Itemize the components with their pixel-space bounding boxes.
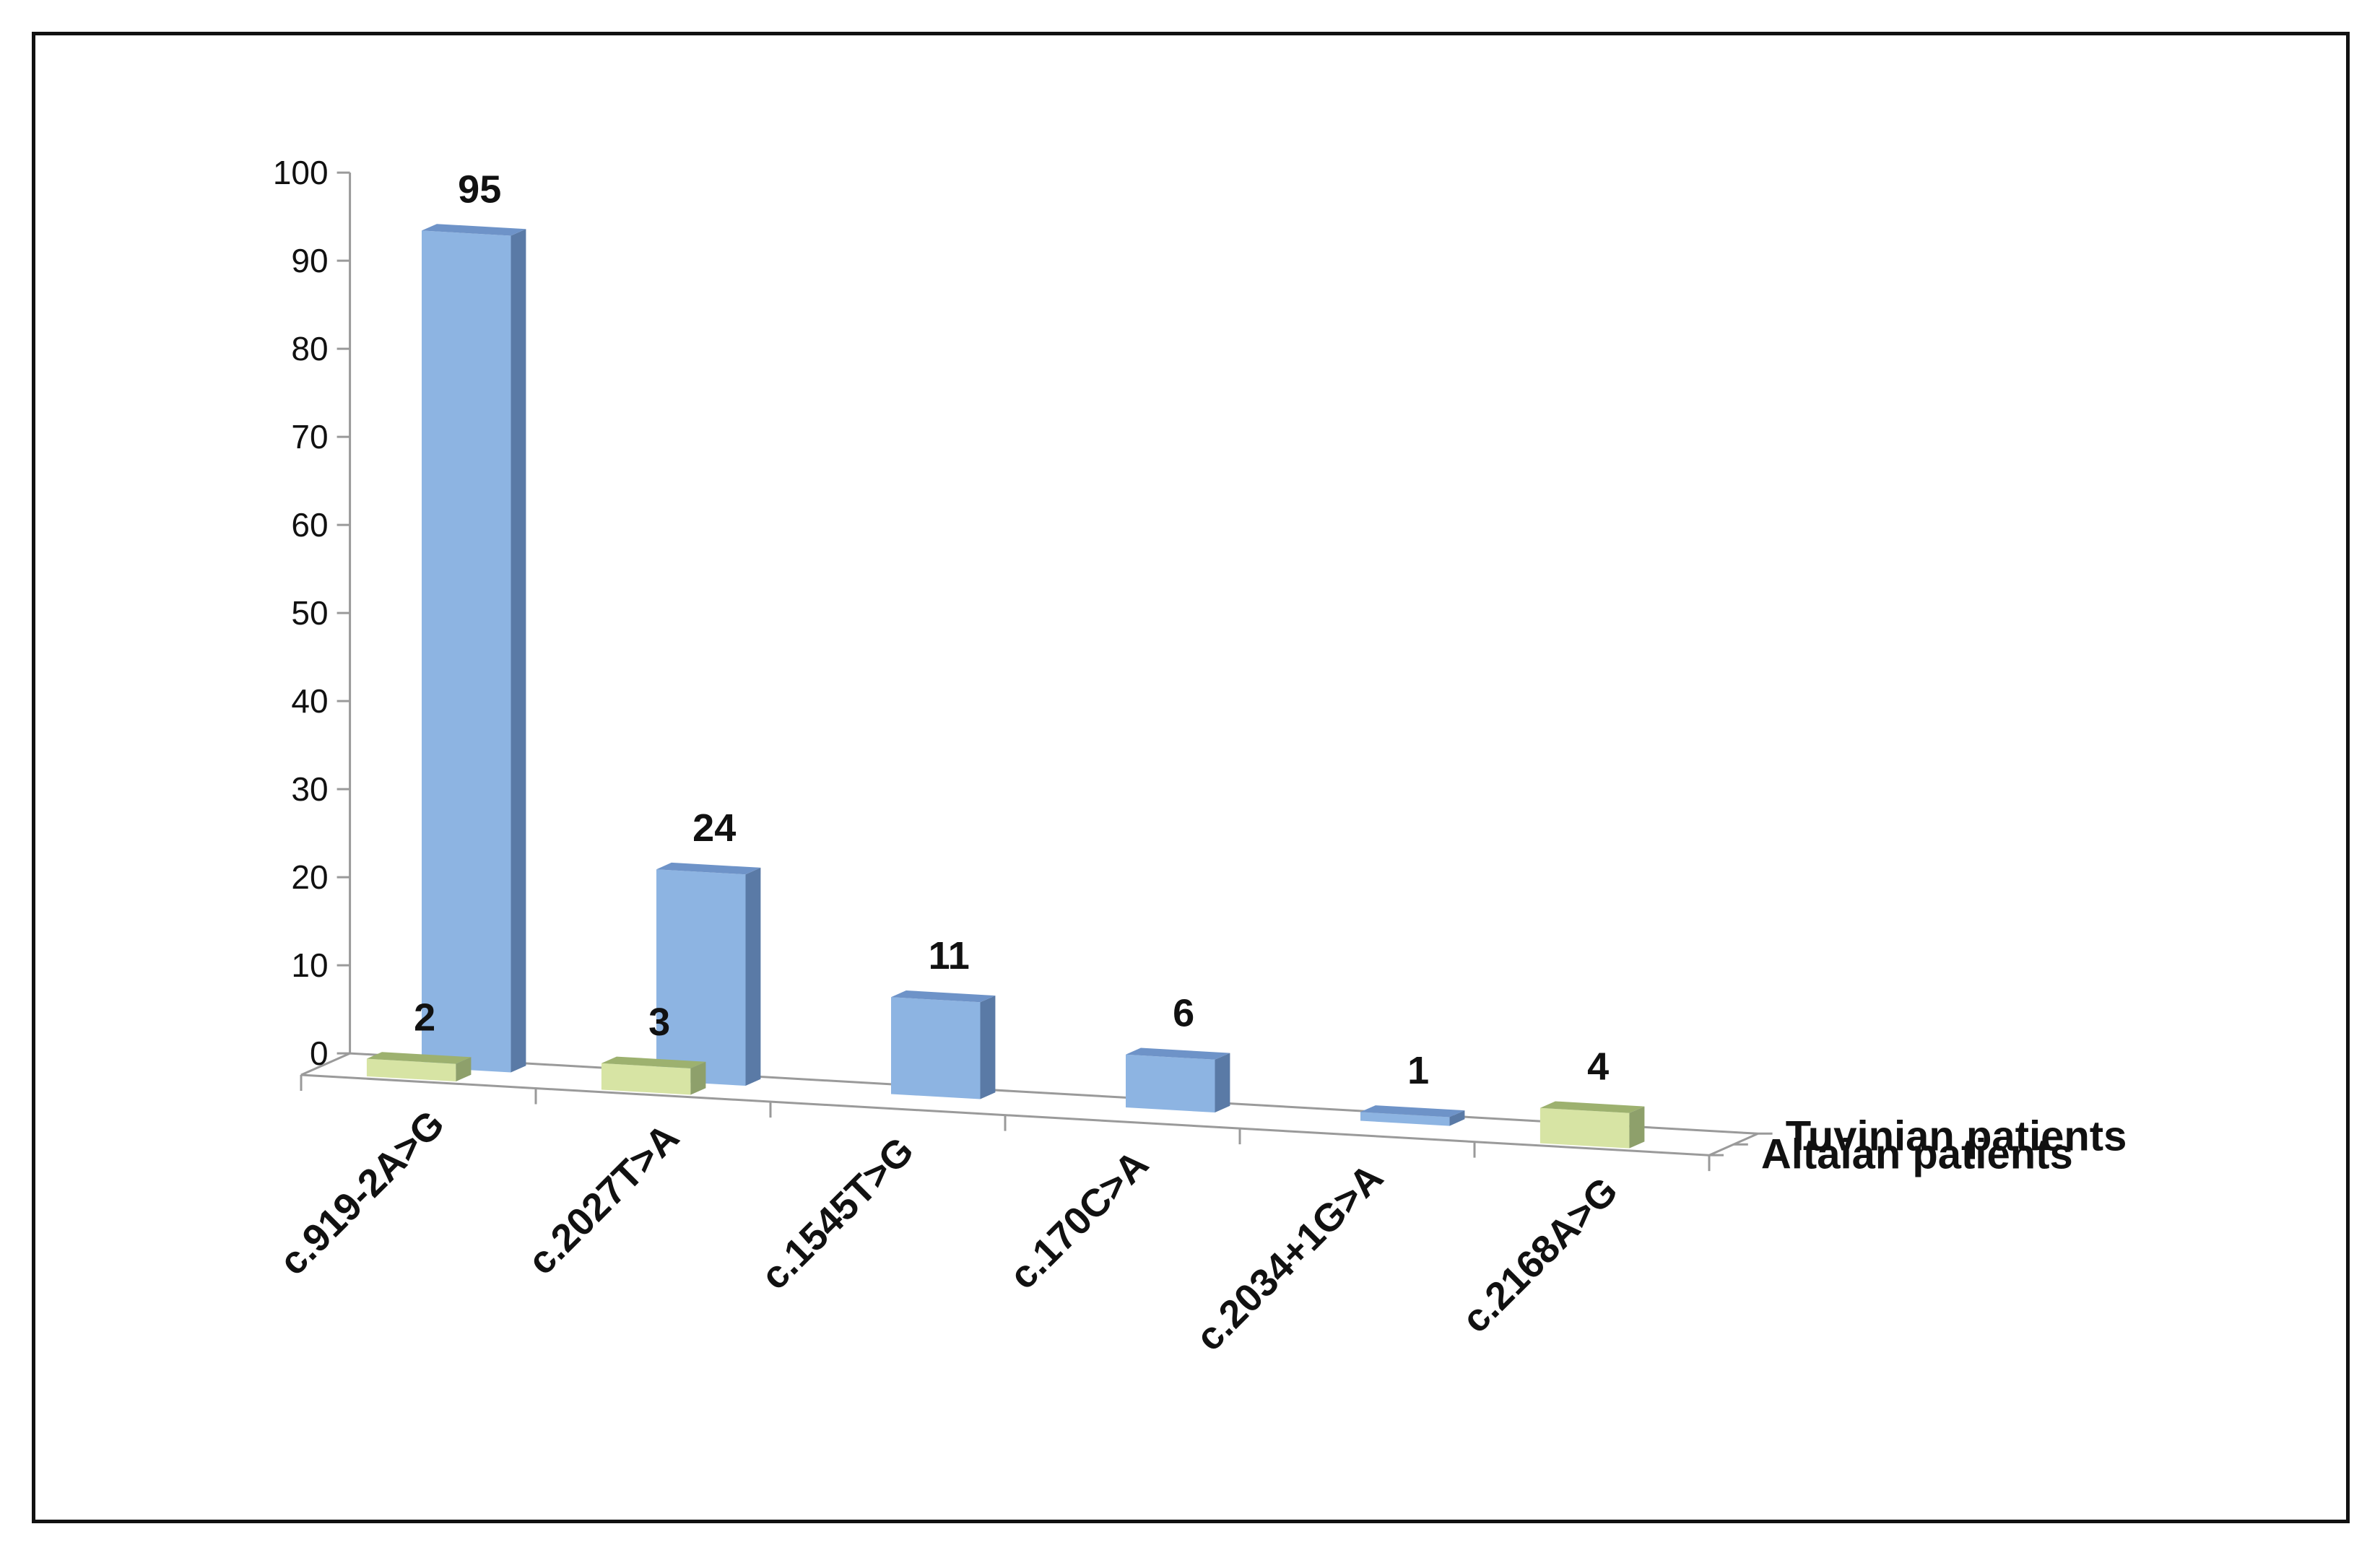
y-tick-label: 50	[291, 594, 328, 632]
bar-top-face	[366, 1052, 472, 1064]
category-label: c.1545T>G	[752, 1129, 922, 1299]
bar-side-face	[690, 1061, 706, 1095]
bar-front-face	[366, 1058, 456, 1081]
y-tick-label: 60	[291, 506, 328, 544]
data-label: 1	[1407, 1049, 1429, 1092]
bar-altaian	[601, 1056, 706, 1095]
bar-side-face	[980, 996, 996, 1099]
y-tick-label: 70	[291, 418, 328, 456]
bar-side-face	[456, 1057, 472, 1081]
bar-top-face	[1539, 1101, 1645, 1113]
floor-outline	[300, 1052, 1759, 1157]
y-tick-label: 20	[291, 858, 328, 896]
bar-top-face	[656, 862, 761, 875]
bar-top-face	[1126, 1047, 1230, 1060]
category-label: c.2027T>A	[520, 1115, 687, 1283]
bar-tuvinian	[891, 990, 996, 1099]
data-label: 95	[458, 167, 501, 211]
data-label: 6	[1173, 992, 1194, 1035]
data-label: 3	[648, 1001, 670, 1044]
bars	[366, 224, 1645, 1149]
axes	[300, 171, 1773, 1172]
chart-frame: 0 10 20 30 40 50 60 70 80 90 100 c.919-2A>G c.2027T>…	[32, 32, 2350, 1523]
y-tick-label: 80	[291, 330, 328, 367]
bar-front-face	[1126, 1054, 1215, 1112]
y-tick-label: 100	[273, 154, 329, 191]
data-label: 24	[692, 806, 736, 850]
data-label: 11	[929, 934, 970, 977]
bar-tuvinian	[1360, 1105, 1465, 1126]
y-tick-label: 40	[291, 682, 328, 720]
bar-chart-3d: 0 10 20 30 40 50 60 70 80 90 100 c.919-2A>G c.2027T>…	[271, 154, 2127, 1359]
bar-top-face	[422, 224, 526, 236]
bar-tuvinian	[422, 224, 526, 1073]
bar-front-face	[891, 997, 981, 1099]
series-label: Tuvinian patients	[1786, 1113, 2127, 1160]
bar-top-face	[1360, 1105, 1465, 1118]
data-label: 2	[414, 996, 435, 1039]
bar-side-face	[745, 867, 761, 1086]
bar-side-face	[511, 229, 526, 1073]
category-label: c.170C>A	[1002, 1142, 1157, 1297]
bar-side-face	[1629, 1106, 1645, 1149]
data-label: 4	[1587, 1045, 1609, 1089]
bar-top-face	[891, 990, 996, 1003]
bar-tuvinian	[1126, 1047, 1230, 1112]
bar-front-face	[422, 230, 511, 1073]
category-label: c.919-2A>G	[271, 1102, 453, 1284]
category-label: c.2034+1G>A	[1188, 1156, 1391, 1359]
bar-front-face	[656, 869, 746, 1086]
bar-altaian	[366, 1052, 472, 1081]
bar-front-face	[1360, 1112, 1450, 1126]
y-tick-label: 90	[291, 242, 328, 279]
category-label: c.2168A>G	[1454, 1169, 1626, 1341]
labels: 0 10 20 30 40 50 60 70 80 90 100 c.919-2A>G c.2027T>…	[271, 154, 2127, 1359]
bar-side-face	[1449, 1110, 1465, 1126]
bar-top-face	[601, 1056, 706, 1068]
bar-front-face	[1539, 1107, 1630, 1149]
y-tick-label: 10	[291, 946, 328, 984]
bar-tuvinian	[656, 862, 761, 1086]
y-tick-label: 30	[291, 770, 328, 808]
bar-front-face	[601, 1063, 691, 1095]
y-tick-label: 0	[310, 1035, 329, 1072]
bar-side-face	[1215, 1053, 1230, 1112]
series-label: Altaian patients	[1761, 1131, 2073, 1178]
bar-altaian	[1539, 1101, 1645, 1149]
